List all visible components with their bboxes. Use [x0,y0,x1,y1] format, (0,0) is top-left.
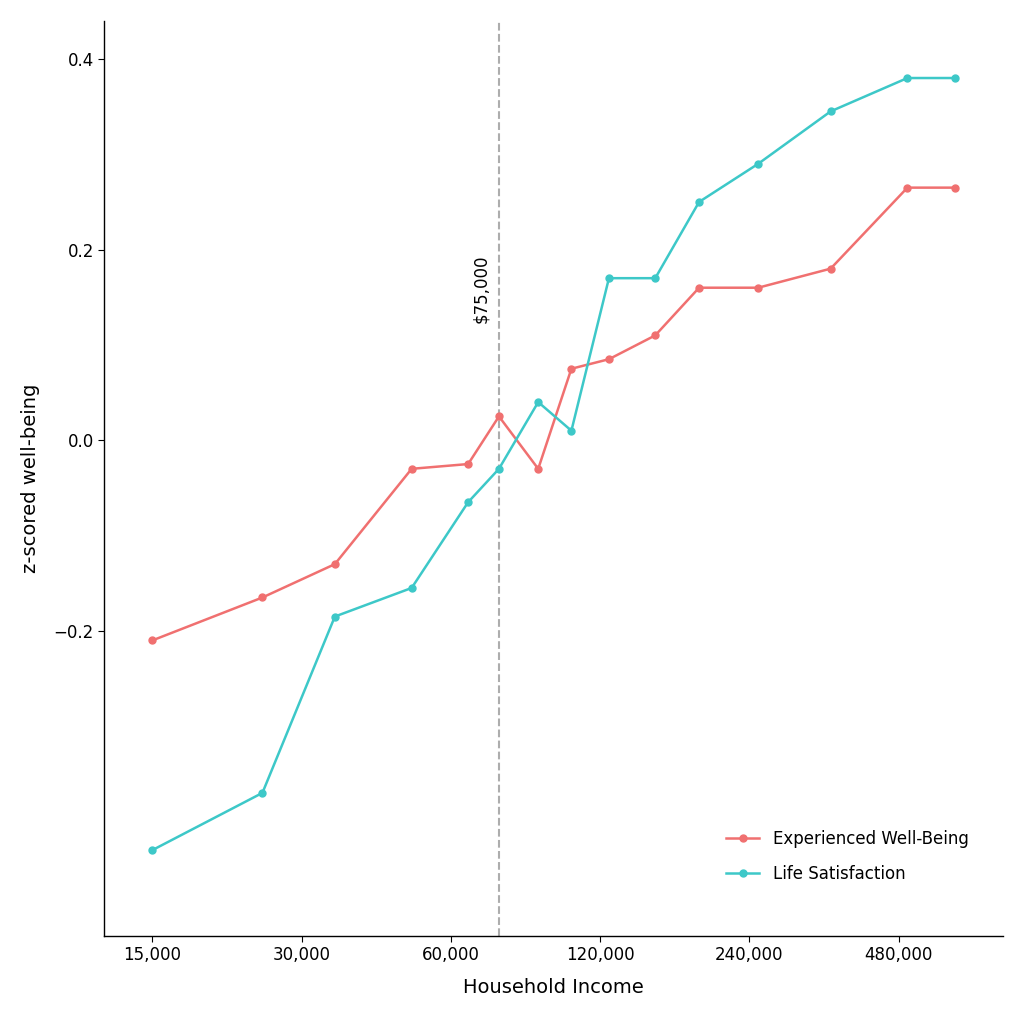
Experienced Well-Being [901,181,913,193]
Life Satisfaction [603,272,615,284]
Life Satisfaction [824,105,837,117]
Life Satisfaction [462,496,474,508]
Life Satisfaction [752,158,764,170]
Life Satisfaction [493,463,505,475]
Life Satisfaction [406,582,418,595]
Life Satisfaction [949,72,962,84]
Experienced Well-Being [565,362,578,375]
X-axis label: Household Income: Household Income [464,978,644,998]
Life Satisfaction [256,787,268,799]
Line: Experienced Well-Being: Experienced Well-Being [148,184,958,643]
Legend: Experienced Well-Being, Life Satisfaction: Experienced Well-Being, Life Satisfactio… [718,822,977,891]
Life Satisfaction [329,611,341,623]
Life Satisfaction [901,72,913,84]
Experienced Well-Being [406,463,418,475]
Experienced Well-Being [329,558,341,570]
Experienced Well-Being [649,329,662,341]
Experienced Well-Being [603,353,615,365]
Text: $75,000: $75,000 [472,254,490,323]
Life Satisfaction [693,195,706,208]
Life Satisfaction [565,425,578,437]
Experienced Well-Being [146,634,159,646]
Y-axis label: z-scored well-being: z-scored well-being [20,384,40,573]
Experienced Well-Being [693,282,706,294]
Life Satisfaction [146,844,159,856]
Experienced Well-Being [256,591,268,604]
Experienced Well-Being [493,410,505,422]
Life Satisfaction [649,272,662,284]
Experienced Well-Being [752,282,764,294]
Experienced Well-Being [949,181,962,193]
Experienced Well-Being [824,263,837,275]
Life Satisfaction [532,396,545,408]
Experienced Well-Being [462,458,474,470]
Experienced Well-Being [532,463,545,475]
Line: Life Satisfaction: Life Satisfaction [148,74,958,853]
